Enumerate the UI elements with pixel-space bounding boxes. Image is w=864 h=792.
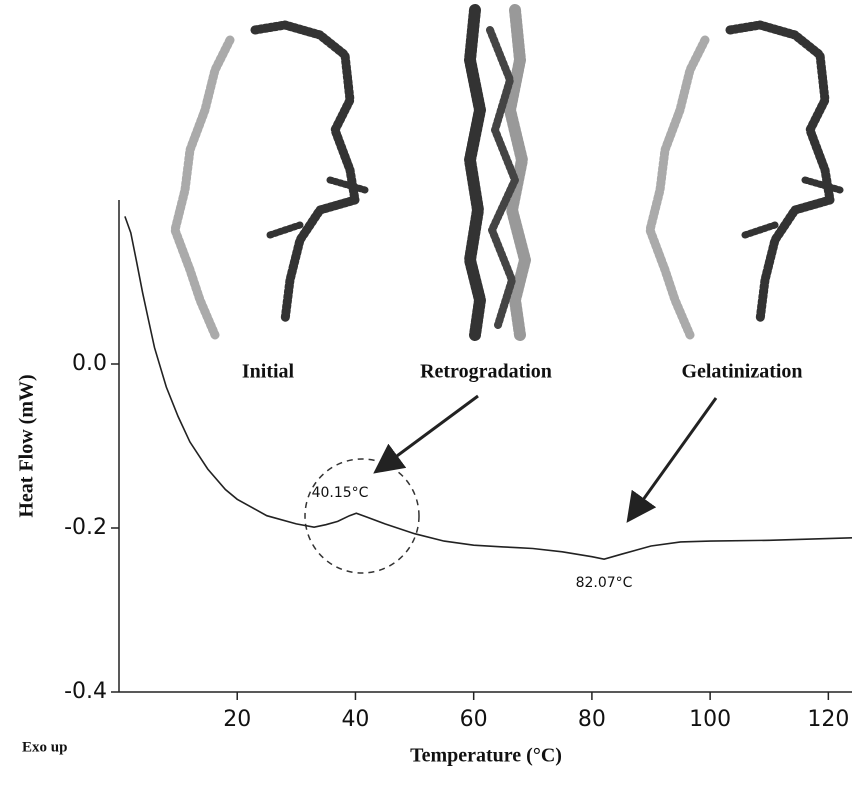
x-tick-label: 40 [341,707,369,732]
y-tick-label: -0.4 [64,679,107,704]
molecule-initial [170,20,369,340]
x-tick-label: 80 [578,707,606,732]
image-label: Gelatinization [681,361,802,383]
image-label: Retrogradation [420,361,552,383]
heat-flow-line [124,216,853,561]
exo-label: Exo up [22,739,67,755]
image-label: Initial [242,361,295,383]
x-tick-label: 100 [689,707,731,732]
y-tick-label: 0.0 [72,351,107,376]
x-tick-label: 60 [460,707,488,732]
arrow [373,394,479,474]
y-axis-label: Heat Flow (mW) [16,374,38,517]
x-tick-label: 20 [223,707,251,732]
peak-label: 82.07°C [576,575,633,591]
peak-label: 40.15°C [312,485,369,501]
highlight-circle [304,458,420,574]
y-tick-label: -0.2 [64,515,107,540]
molecule-retrogradation [464,4,531,341]
x-tick-label: 120 [807,707,849,732]
molecule-gelatinization [645,20,844,340]
x-axis-label: Temperature (°C) [410,745,562,767]
arrow [626,397,718,523]
